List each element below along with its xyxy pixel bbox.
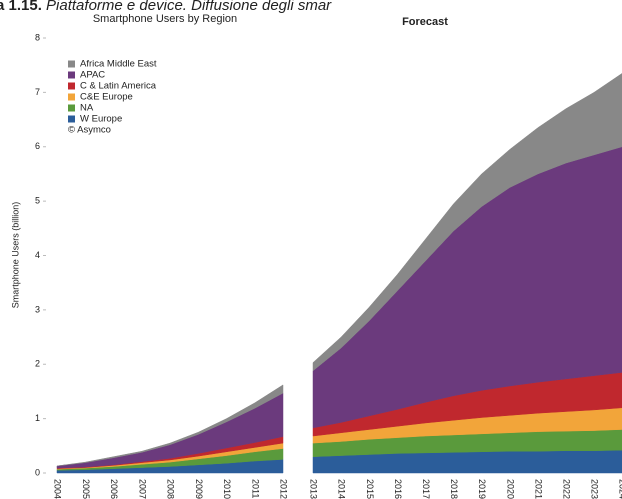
x-tick-label: 2009 [194, 479, 204, 499]
y-tick-label: 7 [35, 87, 40, 97]
annotation: © Asymco [68, 125, 111, 136]
legend-swatch [68, 60, 75, 68]
x-tick-label: 2004 [53, 479, 63, 499]
x-tick-label: 2006 [109, 479, 119, 499]
x-tick-label: 2020 [505, 479, 515, 499]
chart-title: Smartphone Users by Region [93, 13, 237, 25]
caption-text: Piattaforme e device. Diffusione degli s… [46, 0, 332, 14]
legend-label: Africa Middle East [80, 59, 157, 70]
legend-label: C&E Europe [80, 92, 133, 103]
x-tick-label: 2021 [533, 479, 543, 499]
y-tick-label: 5 [35, 196, 40, 206]
x-tick-label: 2016 [393, 479, 403, 499]
area [312, 73, 622, 372]
legend-label: NA [80, 103, 94, 114]
y-tick-label: 4 [35, 250, 40, 260]
legend-label: C & Latin America [80, 81, 157, 92]
x-tick-label: 2015 [365, 479, 375, 499]
caption-number: a 1.15. [0, 0, 42, 14]
x-tick-label: 2024 [618, 479, 622, 499]
y-tick-label: 2 [35, 359, 40, 369]
x-tick-label: 2023 [590, 479, 600, 499]
x-tick-label: 2008 [166, 479, 176, 499]
y-axis-label: Smartphone Users (billion) [10, 202, 20, 309]
x-tick-label: 2010 [222, 479, 232, 499]
forecast-title: Forecast [402, 16, 448, 28]
x-tick-label: 2019 [477, 479, 487, 499]
area [56, 384, 284, 467]
x-tick-label: 2022 [562, 479, 572, 499]
x-tick-label: 2014 [337, 479, 347, 499]
legend-swatch [68, 93, 75, 101]
x-tick-label: 2017 [421, 479, 431, 499]
legend-swatch [68, 104, 75, 112]
x-tick-label: 2012 [279, 479, 289, 499]
legend-swatch [68, 115, 75, 123]
x-tick-label: 2007 [137, 479, 147, 499]
x-tick-label: 2018 [449, 479, 459, 499]
x-tick-label: 2005 [81, 479, 91, 499]
y-tick-label: 3 [35, 304, 40, 314]
y-tick-label: 0 [35, 467, 40, 477]
caption: a 1.15. Piattaforme e device. Diffusione… [0, 0, 332, 14]
y-tick-label: 1 [35, 413, 40, 423]
y-tick-label: 8 [35, 32, 40, 42]
legend-label: W Europe [80, 114, 122, 125]
legend-label: APAC [80, 70, 105, 81]
x-tick-label: 2011 [250, 479, 260, 498]
legend-swatch [68, 82, 75, 90]
y-tick-label: 6 [35, 141, 40, 151]
x-tick-label: 2013 [309, 479, 319, 499]
legend-swatch [68, 71, 75, 79]
